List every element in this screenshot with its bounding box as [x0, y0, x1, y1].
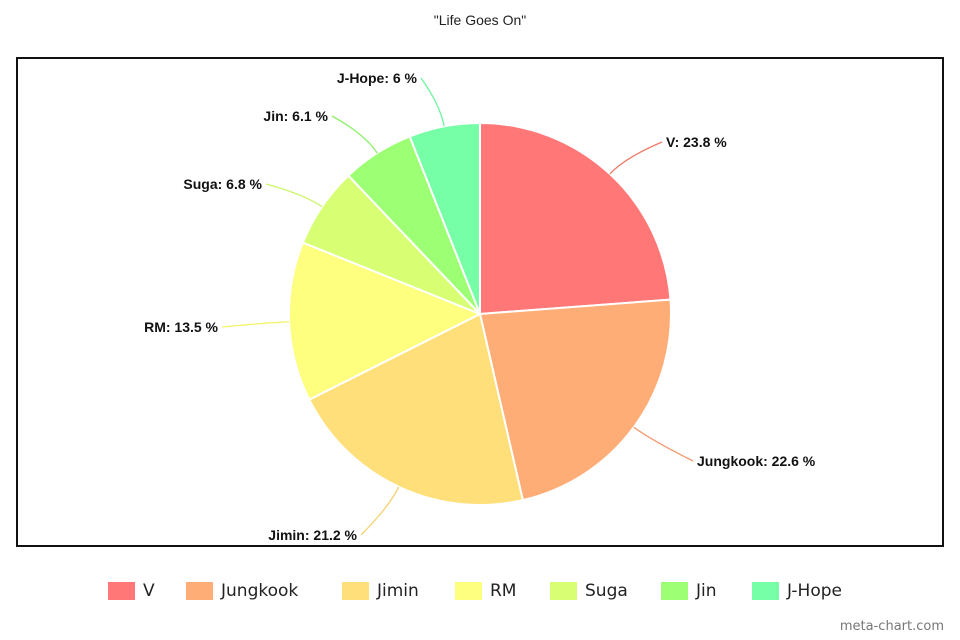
legend-label: Jin — [696, 581, 717, 601]
pie-slice-v[interactable] — [479, 121, 672, 316]
pie-slice-j-hope[interactable] — [408, 121, 481, 315]
data-label: V: 23.8 % — [666, 134, 727, 150]
legend-swatch — [108, 582, 135, 600]
leader-line — [420, 77, 445, 127]
data-label: Jimin: 21.2 % — [268, 527, 357, 543]
data-label: J-Hope: 6 % — [337, 70, 418, 86]
legend-item[interactable]: Suga — [550, 578, 628, 604]
leader-line — [360, 486, 400, 536]
data-labels: V: 23.8 % Jungkook: 22.6 % Jimin: 21.2 % RM… — [144, 70, 816, 543]
chart-title: "Life Goes On" — [433, 12, 527, 28]
data-label: Suga: 6.8 % — [183, 176, 262, 192]
pie-chart: V: 23.8 % Jungkook: 22.6 % Jimin: 21.2 % RM… — [144, 70, 816, 543]
data-label: Jin: 6.1 % — [263, 108, 328, 124]
leader-line — [633, 426, 694, 462]
legend-item[interactable]: RM — [455, 578, 516, 604]
legend-item[interactable]: J-Hope — [752, 578, 842, 604]
legend-swatch — [342, 582, 369, 600]
legend-label: V — [143, 581, 155, 601]
data-label: Jungkook: 22.6 % — [697, 453, 816, 469]
legend: V Jungkook Jimin RM Suga Jin J-Hope — [0, 578, 960, 604]
leader-lines — [221, 77, 694, 536]
pie-slice-rm[interactable] — [288, 241, 483, 401]
legend-label: J-Hope — [787, 581, 842, 601]
legend-label: Suga — [585, 581, 628, 601]
legend-swatch — [550, 582, 577, 600]
legend-item[interactable]: Jimin — [342, 578, 419, 604]
legend-item[interactable]: Jin — [661, 578, 717, 604]
legend-label: Jimin — [377, 581, 419, 601]
legend-swatch — [186, 582, 213, 600]
leader-line — [221, 321, 290, 328]
legend-label: Jungkook — [221, 581, 299, 601]
legend-swatch — [752, 582, 779, 600]
leader-line — [609, 141, 663, 175]
legend-item[interactable]: Jungkook — [186, 578, 298, 604]
plot-area — [16, 57, 944, 547]
leader-line — [265, 183, 323, 208]
leader-line — [331, 115, 378, 154]
legend-item[interactable]: V — [108, 578, 155, 604]
legend-label: RM — [490, 581, 517, 601]
legend-swatch — [455, 582, 482, 600]
watermark: meta-chart.com — [839, 619, 944, 634]
data-label: RM: 13.5 % — [144, 319, 218, 335]
legend-swatch — [661, 582, 688, 600]
pie-slice-jimin[interactable] — [307, 312, 525, 506]
pie-slices — [288, 121, 672, 506]
